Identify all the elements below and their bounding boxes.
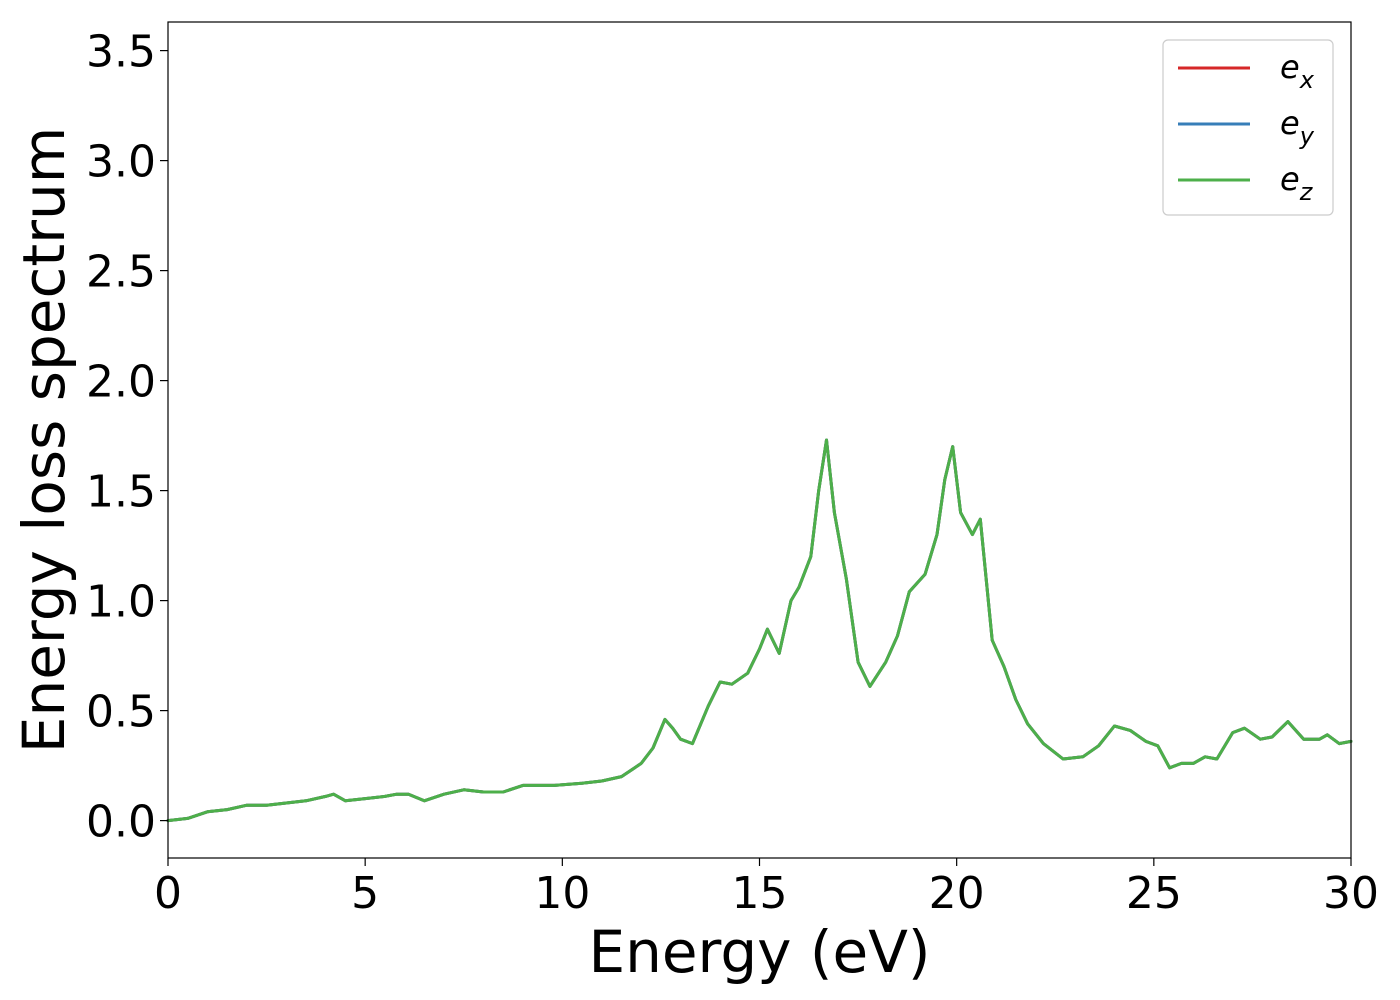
x-tick-label: 25 [1126,868,1182,919]
y-tick-label: 0.0 [86,797,156,848]
x-tick-label: 20 [929,868,985,919]
y-axis-ticks: 0.0 0.5 1.0 1.5 2.0 2.5 3.0 3.5 [86,27,168,848]
series-line-z [166,438,1353,823]
legend-label-subscript: z [1299,178,1314,206]
y-tick-label: 1.0 [86,577,156,628]
y-tick-label: 3.0 [86,137,156,188]
y-tick-label: 2.0 [86,357,156,408]
y-tick-label: 0.5 [86,687,156,738]
x-axis-title: Energy (eV) [588,918,930,986]
legend-label-subscript: x [1299,66,1315,94]
y-axis-title: Energy loss spectrum [10,127,78,753]
y-tick-label: 1.5 [86,467,156,518]
x-tick-label: 5 [351,868,379,919]
x-tick-label: 10 [534,868,590,919]
y-tick-label: 3.5 [86,27,156,78]
legend-label-subscript: y [1299,122,1315,150]
series-layer [166,438,1353,823]
x-tick-label: 0 [154,868,182,919]
x-axis-ticks: 0 5 10 15 20 25 30 [154,858,1379,919]
legend-box [1162,39,1334,216]
x-tick-label: 15 [732,868,788,919]
x-tick-label: 30 [1323,868,1379,919]
y-tick-label: 2.5 [86,247,156,298]
